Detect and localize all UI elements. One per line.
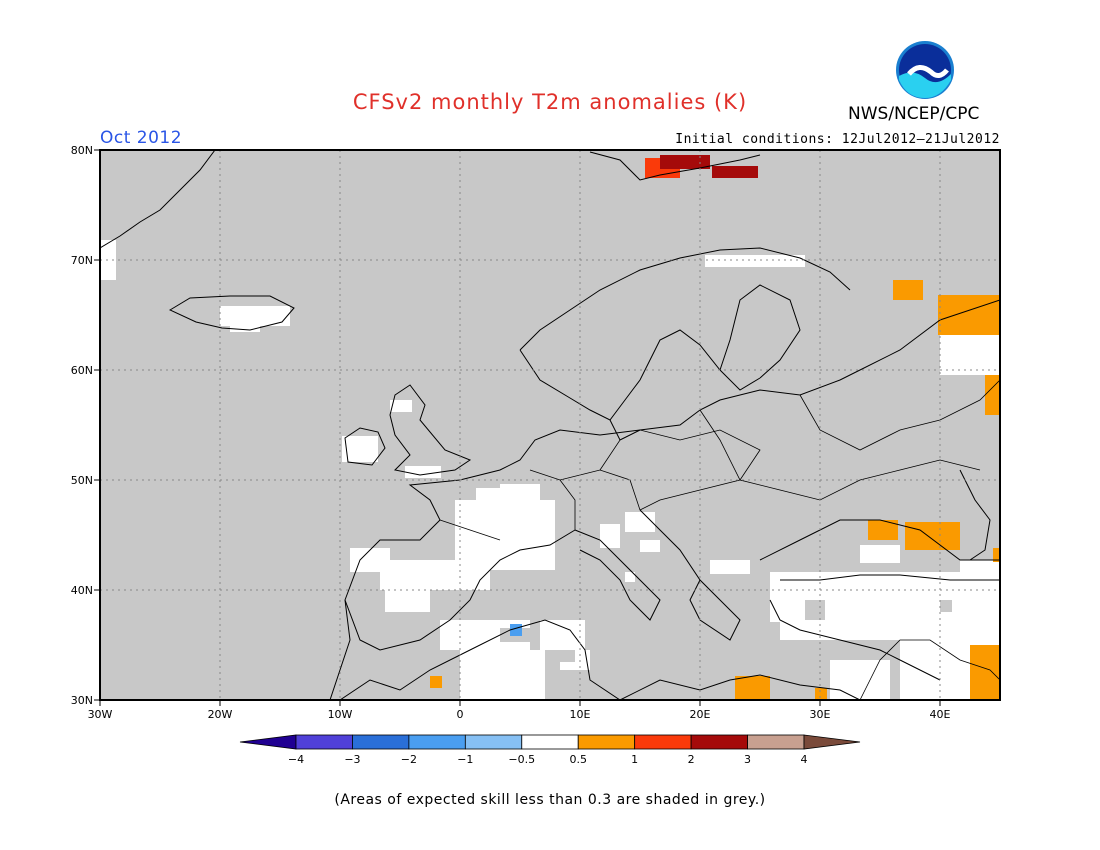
x-tick-label: 0 <box>457 708 464 721</box>
legend-swatch <box>747 734 805 750</box>
legend-swatch <box>690 734 748 750</box>
y-tick-label: 30N <box>71 694 93 707</box>
legend-swatch <box>464 734 523 750</box>
x-tick-label: 10W <box>328 708 353 721</box>
agency-label: NWS/NCEP/CPC <box>848 104 980 124</box>
y-tick-label: 40N <box>71 584 93 597</box>
legend-label: 1 <box>631 753 638 766</box>
legend-label: 4 <box>801 753 808 766</box>
x-tick-label: 30E <box>810 708 831 721</box>
legend-swatch <box>634 734 692 750</box>
legend-label: −1 <box>457 753 473 766</box>
x-tick-label: 20E <box>690 708 711 721</box>
legend-swatch <box>295 734 353 750</box>
y-tick-label: 50N <box>71 474 93 487</box>
legend-swatch <box>521 734 579 750</box>
legend-swatch <box>408 734 466 750</box>
anomaly-shading <box>100 150 1000 700</box>
noaa-logo-icon <box>896 41 954 99</box>
gridlines <box>100 150 1000 700</box>
y-tick-label: 60N <box>71 364 93 377</box>
legend-label: 3 <box>744 753 751 766</box>
legend-swatch <box>577 734 636 750</box>
footnote: (Areas of expected skill less than 0.3 a… <box>334 792 766 808</box>
y-tick-label: 70N <box>71 254 93 267</box>
legend-label: 0.5 <box>569 753 587 766</box>
color-legend: −4 −3 −2 −1 −0.5 0.5 1 2 3 4 <box>239 734 861 766</box>
legend-label: −2 <box>401 753 417 766</box>
legend-swatch <box>352 734 410 750</box>
x-tick-label: 40E <box>930 708 951 721</box>
legend-label: −0.5 <box>508 753 535 766</box>
x-tick-label: 30W <box>88 708 113 721</box>
initial-conditions: Initial conditions: 12Jul2012–21Jul2012 <box>675 132 1000 147</box>
legend-swatch <box>803 734 861 750</box>
x-tick-label: 10E <box>570 708 591 721</box>
chart-title: CFSv2 monthly T2m anomalies (K) <box>352 90 748 114</box>
forecast-month: Oct 2012 <box>100 128 183 148</box>
x-tick-label: 20W <box>208 708 233 721</box>
legend-label: −3 <box>344 753 360 766</box>
legend-label: 2 <box>688 753 695 766</box>
legend-swatch <box>239 734 297 750</box>
legend-label: −4 <box>288 753 304 766</box>
y-tick-label: 80N <box>71 144 93 157</box>
map-frame <box>99 149 1001 701</box>
